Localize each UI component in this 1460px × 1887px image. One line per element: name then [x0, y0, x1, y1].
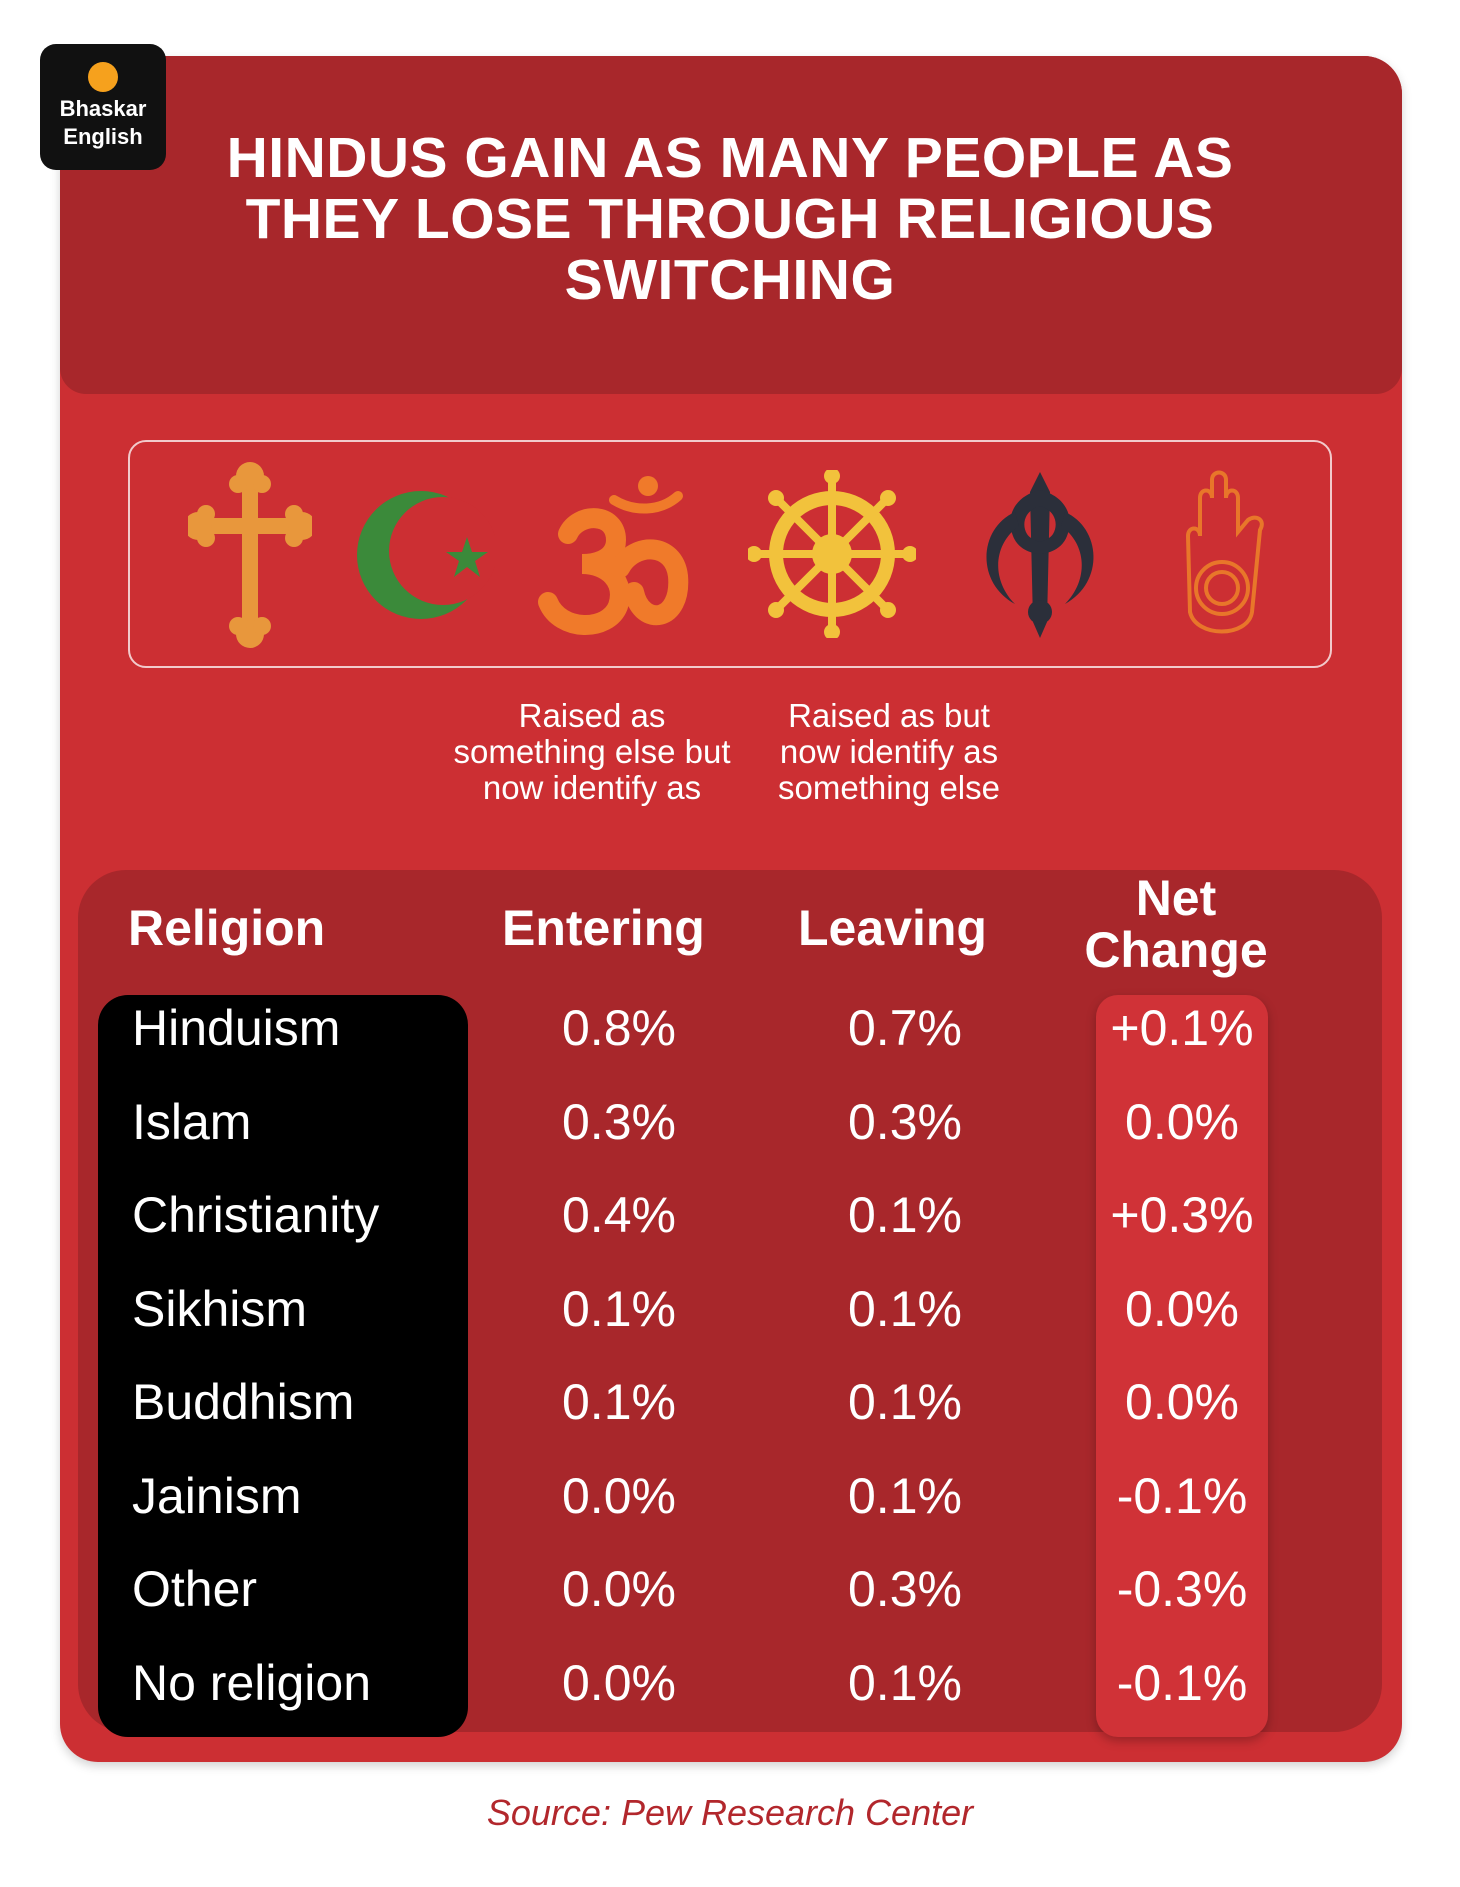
leaving-cell: 0.7%: [848, 1000, 962, 1056]
leaving-cell: 0.3%: [848, 1093, 962, 1150]
religion-cell: Hinduism: [132, 1000, 341, 1056]
logo-line1: Bhaskar: [59, 96, 147, 121]
net-change-cell: 0.0%: [1125, 1093, 1239, 1150]
religion-cell: Jainism: [132, 1467, 302, 1524]
religion-cell: Sikhism: [132, 1280, 308, 1337]
christian-cross-icon: [188, 462, 312, 648]
net-change-cell: +0.3%: [1110, 1187, 1254, 1243]
religion-names-panel: [98, 995, 468, 1737]
header-religion: Religion: [128, 900, 326, 956]
net-change-cell: 0.0%: [1125, 1280, 1239, 1337]
entering-cell: 0.8%: [562, 1000, 676, 1056]
net-change-cell: -0.3%: [1116, 1561, 1248, 1617]
logo-sun-icon: [88, 62, 118, 92]
header-entering: Entering: [502, 900, 705, 956]
leaving-cell: 0.3%: [848, 1561, 962, 1617]
entering-cell: 0.1%: [562, 1280, 676, 1337]
net-change-cell: 0.0%: [1125, 1374, 1239, 1430]
leaving-cell: 0.1%: [848, 1654, 962, 1711]
leaving-cell: 0.1%: [848, 1467, 962, 1524]
title-panel: [60, 56, 1402, 394]
dharma-wheel-icon: [748, 470, 916, 638]
sikh-khanda-icon: [986, 472, 1094, 638]
header-leaving: Leaving: [798, 900, 987, 956]
hindu-om-icon: [538, 476, 689, 635]
religion-cell: Islam: [132, 1093, 252, 1150]
header-net-change: Net Change: [1084, 870, 1268, 978]
entering-cell: 0.4%: [562, 1187, 676, 1243]
religion-cell: Other: [132, 1561, 258, 1617]
net-change-cell: +0.1%: [1110, 1000, 1254, 1056]
net-change-cell: -0.1%: [1116, 1654, 1248, 1711]
entering-cell: 0.0%: [562, 1654, 676, 1711]
jain-hand-icon: [1185, 470, 1264, 634]
entering-cell: 0.0%: [562, 1467, 676, 1524]
source-note: Source: Pew Research Center: [486, 1792, 974, 1833]
entering-cell: 0.1%: [562, 1374, 676, 1430]
net-change-cell: -0.1%: [1116, 1467, 1248, 1524]
leaving-description: Raised as but now identify as something …: [778, 697, 1000, 806]
entering-cell: 0.3%: [562, 1093, 676, 1150]
religion-cell: Buddhism: [132, 1374, 355, 1430]
religion-symbols-box: [128, 440, 1332, 668]
islam-crescent-star-icon: [357, 491, 495, 619]
leaving-cell: 0.1%: [848, 1280, 962, 1337]
logo-line2: English: [63, 124, 143, 149]
entering-cell: 0.0%: [562, 1561, 676, 1617]
net-change-panel: [1096, 995, 1268, 1737]
entering-description: Raised as something else but now identif…: [453, 697, 731, 806]
infographic-title: HINDUS GAIN AS MANY PEOPLE AS THEY LOSE …: [226, 126, 1234, 312]
religion-cell: Christianity: [132, 1187, 380, 1243]
bhaskar-english-logo: Bhaskar English: [40, 44, 166, 170]
religion-cell: No religion: [132, 1654, 372, 1711]
leaving-cell: 0.1%: [848, 1374, 962, 1430]
leaving-cell: 0.1%: [848, 1187, 962, 1243]
